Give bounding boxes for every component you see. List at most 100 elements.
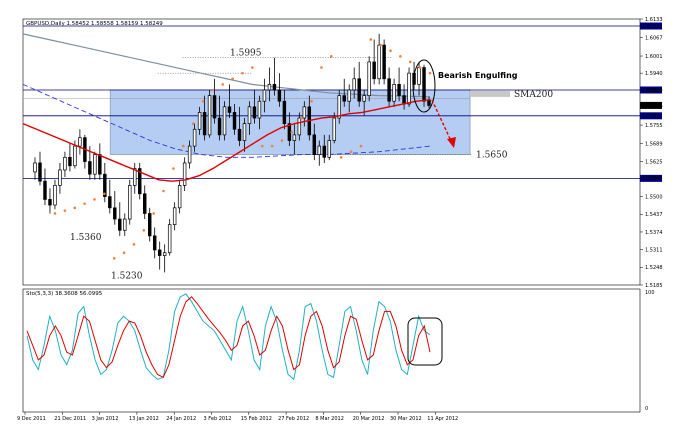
candle-body [237, 128, 242, 141]
candle-body [387, 78, 391, 102]
candle-body [217, 117, 222, 136]
psar-dot [260, 144, 264, 148]
candle-body [187, 145, 192, 164]
candle-body [392, 84, 396, 102]
x-tick-label: 21 Dec 2011 [54, 416, 86, 422]
x-tick-label: 3 Jan 2012 [92, 416, 119, 422]
candle [272, 57, 277, 96]
annotations: 1.5995 1.5650 1.5360 1.5230 Bearish Engulfin… [70, 49, 553, 282]
candle [332, 112, 336, 144]
y-tick-label: 1.5940 [645, 71, 663, 77]
annotation-label: 1.5995 [230, 49, 262, 59]
candle [58, 162, 62, 194]
candle [133, 162, 137, 194]
price-flag [640, 101, 662, 109]
price-y-axis: 1.6133 1.6067 1.6001 1.5940 1.5880 1.5820 1.57… [640, 17, 663, 289]
y-tick-label: 1.5820 [645, 105, 663, 111]
annotation-label: 1.5650 [476, 151, 508, 161]
candle-body [128, 185, 132, 220]
candle-body [222, 106, 227, 136]
candle-body [93, 154, 97, 175]
candle-body [152, 235, 157, 251]
candle [113, 191, 117, 225]
y-tick-label: 1.5689 [645, 141, 663, 147]
candle-body [78, 137, 82, 147]
candle [172, 202, 177, 231]
candle-body [98, 154, 102, 175]
level-flag [640, 112, 662, 120]
candle-body [68, 156, 72, 167]
y-tick-label: 1.6133 [645, 17, 663, 23]
candle-body [147, 213, 152, 237]
stochastic-y-axis: 100 0 [645, 290, 655, 412]
psar-dot [231, 77, 234, 81]
candle [103, 162, 107, 203]
psar-dot [280, 139, 284, 142]
candle [143, 185, 147, 220]
candle-body [182, 162, 187, 186]
candle-body [272, 84, 277, 91]
candle [267, 67, 272, 102]
candle-body [202, 112, 207, 136]
psar-dot [211, 88, 215, 92]
candle [407, 67, 411, 107]
candle [93, 151, 97, 180]
psar-dot [142, 228, 146, 232]
psar-dot [359, 144, 363, 148]
parabolic-sar-dots [53, 38, 432, 260]
candle-body [108, 196, 112, 209]
candle [207, 89, 212, 138]
candle [212, 78, 217, 124]
candle [257, 95, 262, 130]
level-flag [640, 174, 662, 182]
stoch-main-line [26, 293, 431, 381]
candle [128, 179, 132, 225]
candle-body [212, 95, 217, 119]
y-tick-label: 1.6001 [645, 54, 663, 60]
candle-body [33, 162, 37, 173]
psar-dot [389, 49, 392, 53]
candle [392, 78, 396, 107]
candle [342, 78, 346, 107]
candle-body [58, 169, 62, 186]
level-label: 1.5880 [642, 88, 660, 94]
psar-dot [241, 71, 244, 75]
psar-dot [73, 206, 77, 210]
candle [397, 67, 401, 102]
candle [108, 179, 112, 214]
candle-body [277, 89, 282, 102]
candle [367, 56, 371, 102]
candle [38, 151, 42, 186]
psar-dot [349, 150, 353, 154]
psar-dot [310, 99, 313, 103]
candle [182, 157, 187, 192]
level-flag [640, 86, 662, 94]
candle [197, 106, 202, 135]
candle [217, 95, 222, 141]
y-tick-label: 1.5880 [645, 88, 663, 94]
blue-dash-path [22, 83, 431, 158]
psar-dot [251, 66, 254, 69]
candle [317, 140, 322, 166]
candle [377, 33, 381, 85]
psar-dot [428, 71, 432, 75]
x-tick-label: 27 Feb 2012 [278, 416, 309, 422]
candle [152, 227, 157, 259]
candle-body [422, 67, 426, 102]
candle-body [38, 162, 42, 182]
candle-body [397, 84, 401, 96]
y-tick-label: 1.5437 [645, 212, 663, 218]
psar-dot [418, 66, 422, 69]
y-tick-label: 1.5565 [645, 176, 663, 182]
candle-body [167, 224, 172, 254]
candle [352, 67, 356, 99]
sma200-tag [470, 90, 510, 97]
psar-dot [369, 38, 373, 41]
psar-dot [379, 43, 382, 47]
candle [297, 112, 302, 141]
candle [53, 179, 57, 210]
psar-dot [63, 209, 67, 212]
candle [277, 73, 282, 107]
candle [312, 123, 317, 161]
x-tick-label: 9 Dec 2011 [17, 416, 46, 422]
